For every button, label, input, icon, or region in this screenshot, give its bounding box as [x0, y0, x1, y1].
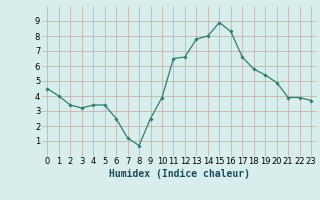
X-axis label: Humidex (Indice chaleur): Humidex (Indice chaleur)	[109, 169, 250, 179]
